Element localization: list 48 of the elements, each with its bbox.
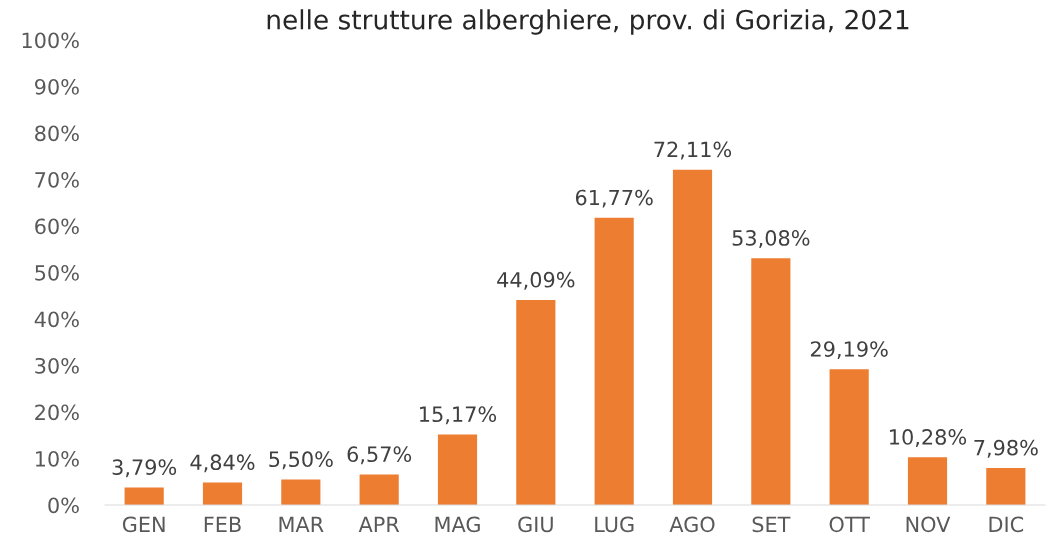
- data-label: 15,17%: [420, 406, 497, 425]
- data-label: 4,84%: [190, 454, 255, 473]
- data-label: 29,19%: [810, 341, 888, 360]
- bar: [124, 487, 164, 505]
- bar: [751, 258, 791, 505]
- bar: [281, 479, 321, 505]
- data-label: 7,98%: [974, 439, 1038, 458]
- data-label: 6,57%: [347, 446, 412, 465]
- y-tick-label: 100%: [22, 32, 79, 49]
- bar: [516, 299, 556, 505]
- data-label: 10,28%: [890, 429, 967, 447]
- y-tick-label: 40%: [34, 311, 79, 328]
- y-tick-label: 0%: [48, 497, 79, 514]
- x-tick-label: OTT: [829, 516, 870, 533]
- bar: [829, 369, 869, 505]
- x-tick-label: SET: [752, 516, 791, 533]
- y-tick-label: 60%: [35, 218, 79, 235]
- bar: [202, 482, 243, 505]
- data-label: 53,08%: [732, 230, 810, 248]
- x-tick-label: MAG: [435, 516, 480, 533]
- y-tick-label: 90%: [35, 78, 79, 95]
- x-tick-label: FEB: [204, 516, 241, 532]
- bar: [672, 169, 713, 505]
- x-tick-label: GEN: [122, 516, 165, 533]
- x-tick-label: MAR: [279, 516, 324, 532]
- y-tick-label: 50%: [35, 264, 79, 281]
- x-tick-label: AGO: [669, 516, 715, 533]
- x-tick-label: LUG: [595, 516, 634, 533]
- x-tick-label: GIU: [518, 516, 553, 533]
- data-label: 3,79%: [112, 459, 177, 478]
- x-tick-label: APR: [358, 516, 400, 532]
- y-tick-label: 10%: [35, 450, 79, 467]
- bar: [907, 457, 948, 505]
- bar: [986, 467, 1026, 505]
- data-label: 44,09%: [497, 271, 575, 290]
- chart-title: nelle strutture alberghiere, prov. di Gorizia, 2021: [267, 9, 909, 35]
- x-tick-label: DIC: [989, 516, 1024, 533]
- y-tick-label: 70%: [35, 171, 79, 188]
- x-tick-label: NOV: [906, 516, 951, 533]
- y-tick-label: 80%: [35, 125, 79, 142]
- bar: [594, 217, 634, 505]
- y-tick-label: 30%: [35, 357, 79, 374]
- data-label: 72,11%: [654, 141, 732, 160]
- data-label: 5,50%: [269, 451, 333, 470]
- bar: [359, 474, 399, 505]
- data-label: 61,77%: [575, 189, 653, 208]
- y-tick-label: 20%: [35, 404, 79, 421]
- bar: [437, 434, 478, 505]
